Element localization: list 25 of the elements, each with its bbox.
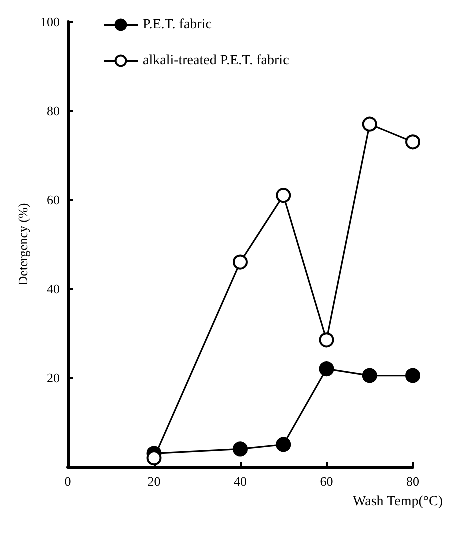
- x-tick-label: 40: [234, 474, 247, 489]
- x-tick-label: 60: [320, 474, 334, 489]
- y-tick-label: 80: [47, 104, 60, 118]
- point: [319, 362, 334, 377]
- y-tick-label: 40: [47, 282, 60, 296]
- x-tick-label: 20: [148, 474, 161, 489]
- y-tick-label: 60: [47, 192, 60, 208]
- legend-label: alkali-treated P.E.T. fabric: [143, 54, 290, 68]
- legend-label: P.E.T. fabric: [143, 18, 212, 32]
- y-axis-title: Detergency (%): [16, 203, 31, 286]
- point: [233, 254, 248, 270]
- x-axis-title: Wash Temp(°C): [353, 494, 444, 510]
- x-tick-label: 0: [64, 474, 72, 489]
- point: [276, 437, 292, 452]
- point: [406, 134, 420, 150]
- point: [276, 188, 292, 204]
- point: [146, 450, 162, 466]
- point: [406, 368, 420, 384]
- point: [362, 116, 378, 132]
- point: [319, 332, 334, 348]
- y-tick-label: 20: [47, 370, 60, 386]
- x-tick-label: 80: [406, 474, 420, 489]
- point: [362, 368, 378, 384]
- point: [233, 442, 248, 457]
- y-tick-label: 100: [40, 14, 60, 30]
